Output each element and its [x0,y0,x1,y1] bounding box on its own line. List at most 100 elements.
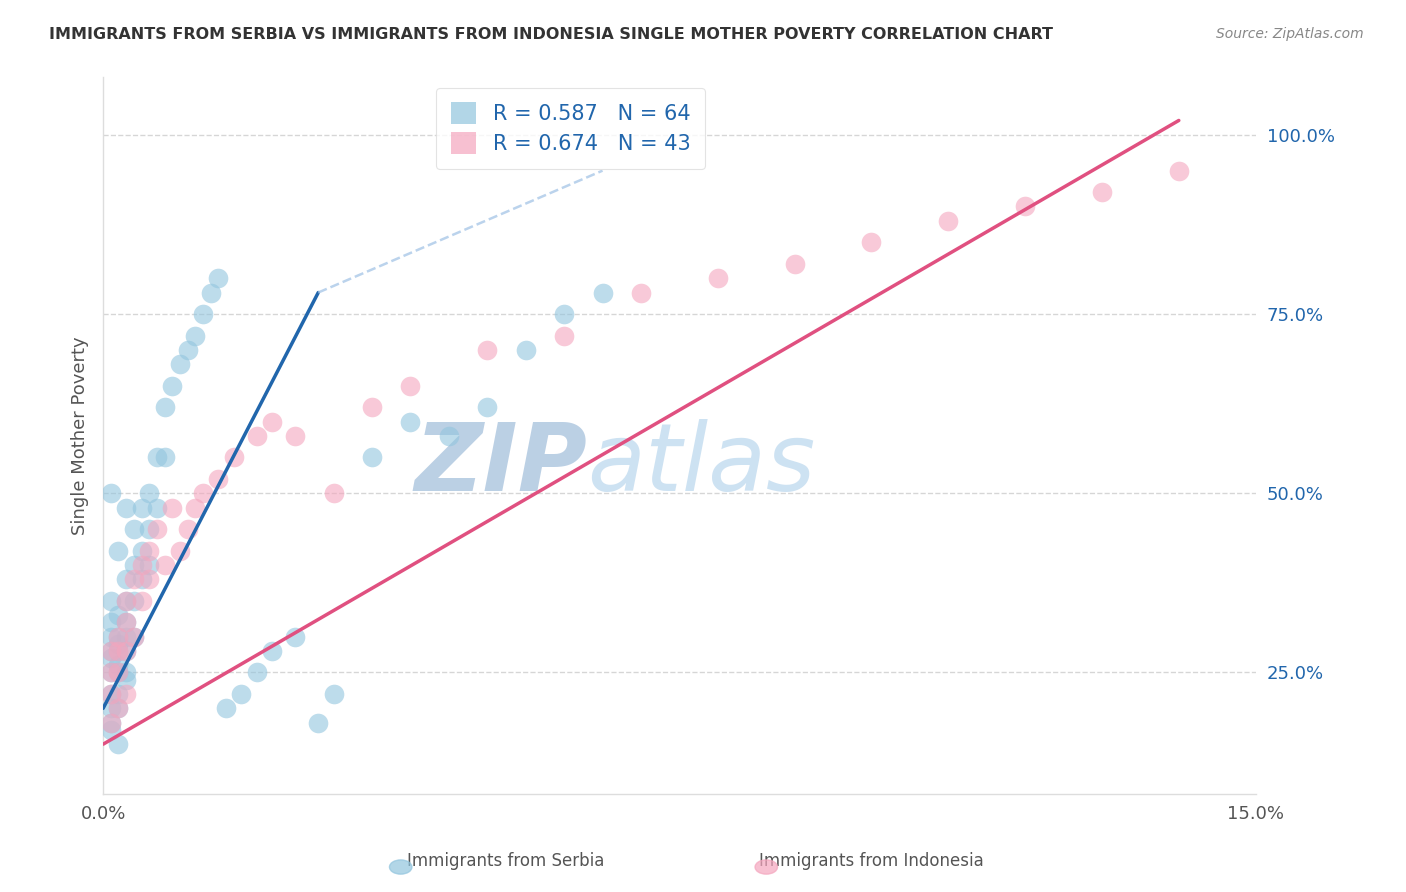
Point [860,235,883,250]
Point [100,630,122,644]
Point [162,378,184,392]
Point [115,572,138,586]
Point [107,644,129,658]
Point [138,486,160,500]
Point [361,450,384,465]
Point [100,615,122,630]
Point [399,378,422,392]
Point [122,630,145,644]
Point [115,644,138,658]
Point [322,486,344,500]
Point [100,644,122,658]
Point [184,500,207,515]
Point [131,558,153,572]
Point [107,608,129,623]
Point [107,701,129,715]
Point [107,658,129,673]
Point [138,572,160,586]
Point [553,328,575,343]
Point [115,665,138,680]
Point [107,737,129,751]
Point [115,594,138,608]
Point [515,343,537,357]
Point [361,401,384,415]
Point [936,214,959,228]
Point [200,285,222,300]
Point [146,522,169,536]
Point [131,543,153,558]
Point [131,594,153,608]
Point [284,429,307,443]
Point [115,630,138,644]
Point [107,543,129,558]
Point [477,343,499,357]
Point [207,271,229,285]
Point [1167,163,1189,178]
Point [100,486,122,500]
Point [131,500,153,515]
Point [100,723,122,737]
Point [592,285,614,300]
Point [122,572,145,586]
Point [322,687,344,701]
Point [100,715,122,730]
Point [107,637,129,651]
Point [107,665,129,680]
Point [122,630,145,644]
Point [107,630,129,644]
Point [191,307,214,321]
Point [100,701,122,715]
Point [115,594,138,608]
Point [122,594,145,608]
Point [1091,185,1114,199]
Point [222,450,245,465]
Point [100,644,122,658]
Point [138,543,160,558]
Point [122,522,145,536]
Text: Source: ZipAtlas.com: Source: ZipAtlas.com [1216,27,1364,41]
Point [100,665,122,680]
Point [707,271,730,285]
Point [153,450,176,465]
Text: IMMIGRANTS FROM SERBIA VS IMMIGRANTS FROM INDONESIA SINGLE MOTHER POVERTY CORREL: IMMIGRANTS FROM SERBIA VS IMMIGRANTS FRO… [49,27,1053,42]
Point [100,665,122,680]
Point [169,357,191,371]
Point [184,328,207,343]
Point [107,687,129,701]
Legend: R = 0.587   N = 64, R = 0.674   N = 43: R = 0.587 N = 64, R = 0.674 N = 43 [436,87,704,169]
Point [100,651,122,665]
Point [100,594,122,608]
Text: ZIP: ZIP [415,418,588,510]
Point [115,644,138,658]
Point [107,644,129,658]
Point [107,630,129,644]
Point [191,486,214,500]
Point [284,630,307,644]
Text: Immigrants from Indonesia: Immigrants from Indonesia [759,852,984,870]
Point [107,701,129,715]
Point [122,558,145,572]
Point [107,665,129,680]
Point [115,500,138,515]
Point [307,715,329,730]
Point [115,615,138,630]
Point [115,687,138,701]
Point [399,415,422,429]
Point [153,558,176,572]
Text: Immigrants from Serbia: Immigrants from Serbia [408,852,605,870]
Point [138,558,160,572]
Text: atlas: atlas [588,419,815,510]
Point [138,522,160,536]
Point [100,687,122,701]
Point [477,401,499,415]
Point [153,401,176,415]
Point [630,285,652,300]
Point [231,687,253,701]
Point [176,343,198,357]
Y-axis label: Single Mother Poverty: Single Mother Poverty [72,336,89,535]
Point [783,257,806,271]
Point [207,472,229,486]
Point [246,665,269,680]
Point [437,429,460,443]
Point [146,450,169,465]
